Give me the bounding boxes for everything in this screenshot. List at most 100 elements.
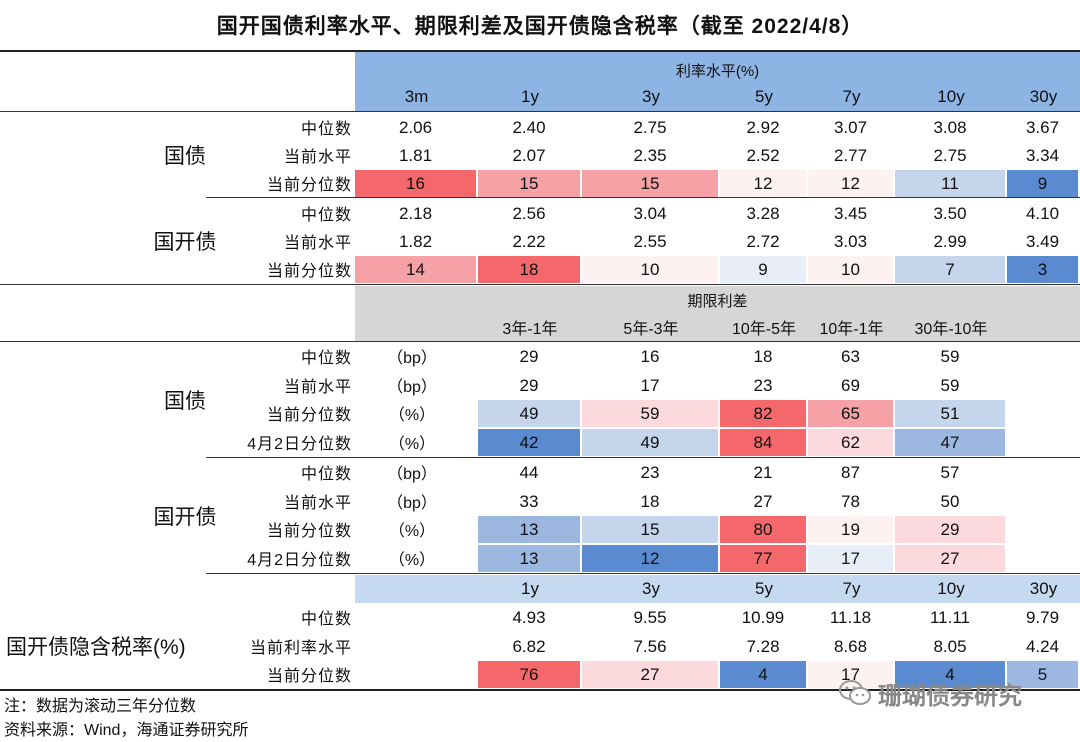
table-cell: 16 bbox=[640, 346, 660, 366]
table-cell: 80 bbox=[720, 516, 806, 543]
table-cell: 51 bbox=[895, 400, 1005, 427]
table-cell: 2.56 bbox=[512, 203, 546, 223]
table-cell: 23 bbox=[640, 462, 660, 482]
row-label: 当前水平 bbox=[283, 149, 352, 166]
rule bbox=[0, 689, 1080, 691]
table-cell: 33 bbox=[519, 491, 539, 511]
row-label: 当前分位数 bbox=[266, 407, 352, 424]
table-cell: 6.82 bbox=[512, 636, 546, 656]
table-cell: 3.49 bbox=[1025, 231, 1060, 251]
table-cell: 3.34 bbox=[1025, 145, 1060, 165]
table-cell: 10.99 bbox=[741, 607, 785, 627]
table-cell: 2.22 bbox=[512, 231, 546, 251]
table-cell: 18 bbox=[640, 491, 660, 511]
table-cell: 87 bbox=[841, 462, 860, 482]
table-cell: 1.81 bbox=[398, 145, 433, 165]
table-cell: 3.03 bbox=[833, 231, 868, 251]
table-cell: 9 bbox=[1007, 170, 1078, 197]
unit-label: （%） bbox=[388, 523, 436, 540]
unit-label: （bp） bbox=[387, 495, 437, 512]
table-cell: 29 bbox=[895, 516, 1005, 543]
rate-column-header: 10y bbox=[937, 87, 965, 106]
table-cell: 27 bbox=[582, 661, 718, 688]
unit-label: （bp） bbox=[387, 350, 437, 367]
footnote: 注：数据为滚动三年分位数 bbox=[4, 698, 197, 715]
row-label: 4月2日分位数 bbox=[247, 552, 352, 569]
table-cell: 2.55 bbox=[633, 231, 667, 251]
rate-column-header: 3m bbox=[404, 87, 429, 106]
unit-label: （bp） bbox=[387, 379, 437, 396]
spread-band-label: 期限利差 bbox=[687, 292, 748, 310]
group-label: 国开债 bbox=[153, 231, 217, 254]
watermark-text: 珊瑚债券研究 bbox=[878, 682, 1022, 710]
spread-column-header: 10年-5年 bbox=[731, 321, 797, 338]
tax-column-header: 10y bbox=[937, 579, 965, 598]
table-cell: 47 bbox=[895, 429, 1005, 456]
table-cell: 3.28 bbox=[746, 203, 780, 223]
table-cell: 4.93 bbox=[512, 607, 546, 627]
table-cell: 15 bbox=[478, 170, 580, 197]
table-cell: 76 bbox=[478, 661, 580, 688]
table-cell: 7.28 bbox=[746, 636, 780, 656]
unit-label: （%） bbox=[388, 552, 436, 569]
table-cell: 17 bbox=[808, 661, 893, 688]
table-cell: 9 bbox=[720, 256, 806, 283]
table-cell: 2.18 bbox=[398, 203, 433, 223]
tax-column-header: 30y bbox=[1029, 579, 1058, 598]
table-cell: 14 bbox=[355, 256, 476, 283]
table-cell: 59 bbox=[940, 375, 960, 395]
table-cell: 3.45 bbox=[833, 203, 868, 223]
rate-column-header: 3y bbox=[642, 87, 660, 106]
unit-label: （%） bbox=[388, 407, 436, 424]
row-label: 当前分位数 bbox=[266, 668, 352, 685]
row-label: 当前水平 bbox=[283, 495, 352, 512]
table-cell: 29 bbox=[519, 375, 539, 395]
table-cell: 17 bbox=[808, 545, 893, 572]
row-label: 中位数 bbox=[300, 207, 352, 224]
table-cell: 10 bbox=[582, 256, 718, 283]
table-cell: 2.75 bbox=[633, 117, 667, 137]
rate-column-header: 7y bbox=[842, 87, 861, 106]
table-cell: 84 bbox=[720, 429, 806, 456]
table-cell: 59 bbox=[940, 346, 960, 366]
row-label: 中位数 bbox=[300, 350, 352, 367]
table-cell: 13 bbox=[478, 545, 580, 572]
table-cell: 3.04 bbox=[633, 203, 667, 223]
table-cell: 8.05 bbox=[933, 636, 967, 656]
rate-header-band bbox=[355, 52, 1080, 111]
table-cell: 11 bbox=[895, 170, 1005, 197]
rule bbox=[0, 111, 1080, 112]
rate-column-header: 30y bbox=[1029, 87, 1058, 106]
table-cell: 18 bbox=[478, 256, 580, 283]
rate-column-header: 1y bbox=[521, 87, 539, 106]
row-label: 中位数 bbox=[300, 611, 352, 628]
unit-label: （bp） bbox=[387, 466, 437, 483]
table-cell: 3.67 bbox=[1025, 117, 1060, 137]
table-cell: 11.11 bbox=[929, 607, 971, 627]
table-cell: 2.99 bbox=[933, 231, 967, 251]
table-cell: 4.10 bbox=[1025, 203, 1060, 223]
row-label: 中位数 bbox=[300, 121, 352, 138]
table-cell: 9.79 bbox=[1025, 607, 1060, 627]
group-label: 国开债隐含税率(%) bbox=[6, 636, 186, 659]
table-cell: 11.18 bbox=[829, 607, 872, 627]
table-cell: 49 bbox=[582, 429, 718, 456]
row-label: 中位数 bbox=[300, 466, 352, 483]
table-cell: 12 bbox=[720, 170, 806, 197]
rule bbox=[206, 573, 1080, 574]
table-cell: 7.56 bbox=[633, 636, 667, 656]
table-cell: 3.50 bbox=[933, 203, 967, 223]
table-cell: 13 bbox=[478, 516, 580, 543]
row-label: 当前分位数 bbox=[266, 177, 352, 194]
table-cell: 15 bbox=[582, 516, 718, 543]
wechat-icon bbox=[839, 680, 871, 705]
table-cell: 63 bbox=[841, 346, 860, 366]
table-cell: 2.92 bbox=[746, 117, 780, 137]
table-cell: 21 bbox=[753, 462, 773, 482]
table-cell: 4 bbox=[895, 661, 1005, 688]
group-label: 国债 bbox=[164, 389, 206, 413]
tax-column-header: 7y bbox=[842, 579, 861, 598]
table-cell: 9.55 bbox=[633, 607, 667, 627]
table-cell: 42 bbox=[478, 429, 580, 456]
rule bbox=[0, 284, 1080, 285]
